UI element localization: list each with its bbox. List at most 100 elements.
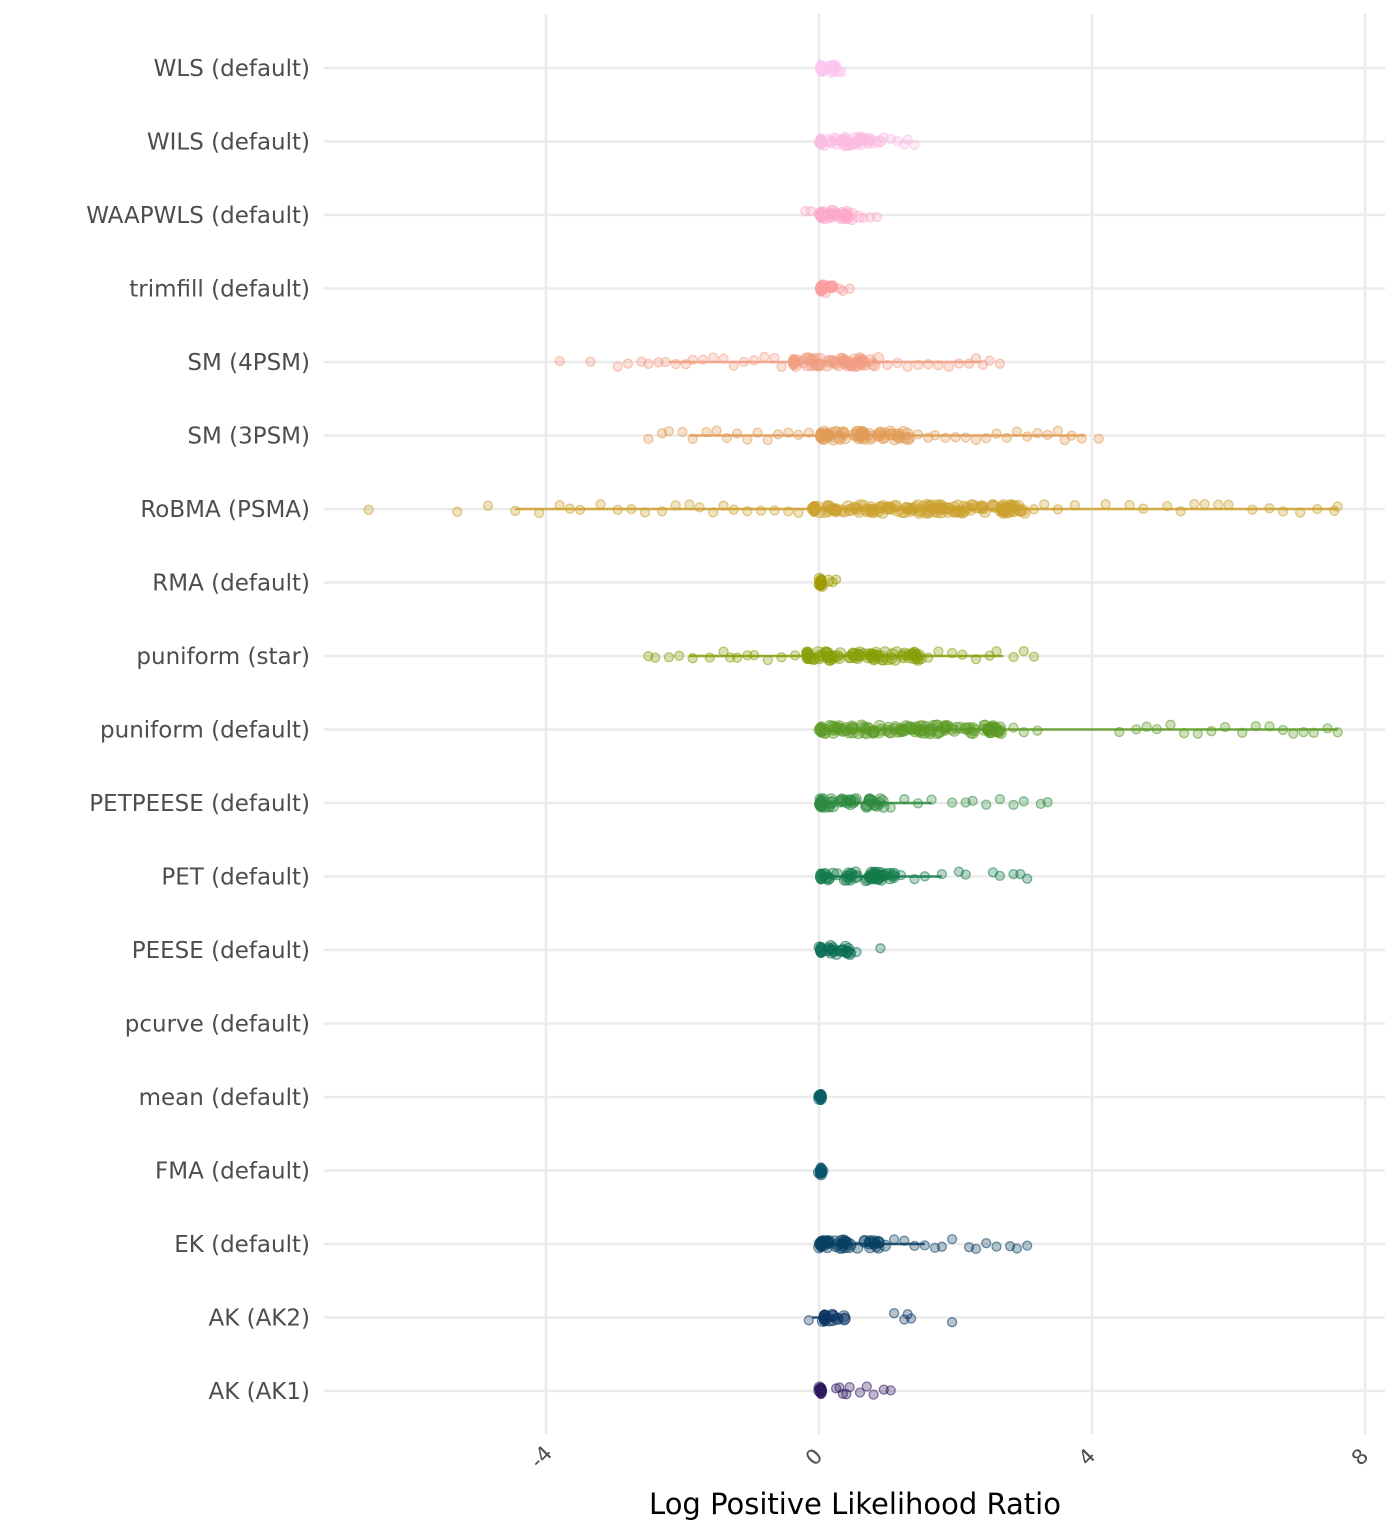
data-point bbox=[656, 506, 668, 517]
data-point bbox=[929, 430, 941, 441]
data-point bbox=[1015, 868, 1026, 880]
series-group bbox=[813, 1089, 827, 1105]
data-point bbox=[827, 205, 840, 218]
data-point bbox=[909, 873, 920, 885]
data-point bbox=[776, 361, 787, 372]
data-point bbox=[981, 1238, 992, 1249]
data-point bbox=[1189, 498, 1200, 510]
data-point bbox=[919, 1240, 930, 1251]
data-point bbox=[803, 427, 814, 438]
data-point bbox=[960, 869, 971, 880]
y-axis-labels: WLS (default) WILS (default) WAAPWLS (defa… bbox=[86, 56, 310, 1405]
data-point-cluster bbox=[815, 133, 827, 150]
data-point bbox=[879, 1239, 891, 1252]
data-point bbox=[663, 652, 675, 663]
data-point bbox=[901, 433, 914, 446]
data-point bbox=[861, 1381, 872, 1392]
data-point bbox=[935, 506, 948, 519]
series-group bbox=[813, 131, 920, 152]
data-point bbox=[1032, 725, 1043, 736]
data-point bbox=[1100, 498, 1111, 510]
series-group bbox=[813, 719, 1343, 740]
data-point bbox=[909, 725, 921, 738]
data-point bbox=[1066, 430, 1077, 441]
data-point bbox=[845, 359, 858, 372]
data-point bbox=[895, 869, 907, 881]
data-point bbox=[909, 1240, 920, 1252]
data-point bbox=[833, 432, 846, 445]
data-point bbox=[953, 358, 965, 369]
data-point-cluster bbox=[815, 1089, 827, 1105]
data-point bbox=[574, 504, 586, 516]
data-point-cluster bbox=[815, 795, 827, 811]
data-point bbox=[704, 652, 715, 663]
data-point bbox=[1022, 431, 1033, 442]
data-point bbox=[861, 798, 874, 811]
data-point bbox=[878, 427, 891, 440]
data-point bbox=[363, 504, 374, 515]
data-point bbox=[769, 505, 780, 516]
data-point bbox=[585, 356, 596, 367]
y-axis-label: EK (default) bbox=[174, 1232, 310, 1258]
data-point bbox=[840, 945, 853, 958]
data-point bbox=[852, 650, 865, 662]
data-point bbox=[687, 354, 698, 366]
data-point bbox=[684, 499, 695, 510]
data-point bbox=[923, 652, 934, 663]
data-point bbox=[749, 649, 760, 661]
data-point bbox=[954, 721, 967, 734]
data-point bbox=[1028, 651, 1040, 662]
data-point bbox=[888, 1308, 900, 1319]
data-point bbox=[1264, 503, 1275, 514]
y-axis-label: WAAPWLS (default) bbox=[86, 203, 310, 229]
data-point bbox=[827, 726, 840, 739]
x-tick-label: 4 bbox=[1074, 1444, 1100, 1470]
data-point bbox=[805, 206, 816, 217]
series-group bbox=[813, 572, 842, 592]
data-point bbox=[612, 361, 623, 372]
data-point bbox=[964, 503, 977, 516]
data-point bbox=[933, 360, 944, 371]
data-point bbox=[1308, 727, 1319, 738]
data-point bbox=[884, 872, 896, 885]
y-axis-label: puniform (default) bbox=[100, 718, 310, 744]
data-point bbox=[837, 356, 850, 369]
data-point bbox=[728, 360, 739, 371]
data-point bbox=[1322, 723, 1333, 734]
data-point bbox=[1237, 727, 1248, 738]
series-group bbox=[815, 279, 855, 298]
data-point bbox=[1028, 504, 1040, 515]
data-point-cluster bbox=[808, 501, 821, 517]
data-point bbox=[927, 720, 940, 732]
data-point bbox=[864, 1241, 877, 1254]
data-point bbox=[1022, 873, 1033, 884]
data-point bbox=[783, 427, 794, 438]
data-point bbox=[564, 503, 576, 514]
data-point bbox=[885, 1385, 896, 1396]
data-point bbox=[663, 426, 675, 437]
data-point bbox=[867, 726, 880, 739]
data-point bbox=[701, 427, 712, 438]
data-point bbox=[612, 504, 623, 516]
data-point bbox=[1192, 728, 1203, 739]
data-point bbox=[830, 426, 843, 438]
y-axis-label: mean (default) bbox=[139, 1085, 310, 1111]
data-point bbox=[890, 646, 903, 659]
y-axis-label: WILS (default) bbox=[147, 130, 310, 156]
data-point bbox=[913, 724, 926, 737]
data-point bbox=[837, 795, 850, 808]
data-point bbox=[708, 507, 719, 518]
data-point bbox=[1247, 504, 1258, 515]
vertical-gridlines bbox=[544, 14, 1367, 1435]
data-point bbox=[622, 358, 634, 369]
data-point bbox=[731, 428, 743, 439]
data-point bbox=[864, 432, 877, 445]
data-point bbox=[1295, 507, 1306, 518]
data-point bbox=[789, 650, 801, 661]
data-point bbox=[868, 1389, 879, 1400]
series-group bbox=[813, 1162, 829, 1181]
data-point bbox=[952, 499, 965, 512]
data-point bbox=[936, 868, 948, 880]
data-point bbox=[1298, 727, 1309, 738]
